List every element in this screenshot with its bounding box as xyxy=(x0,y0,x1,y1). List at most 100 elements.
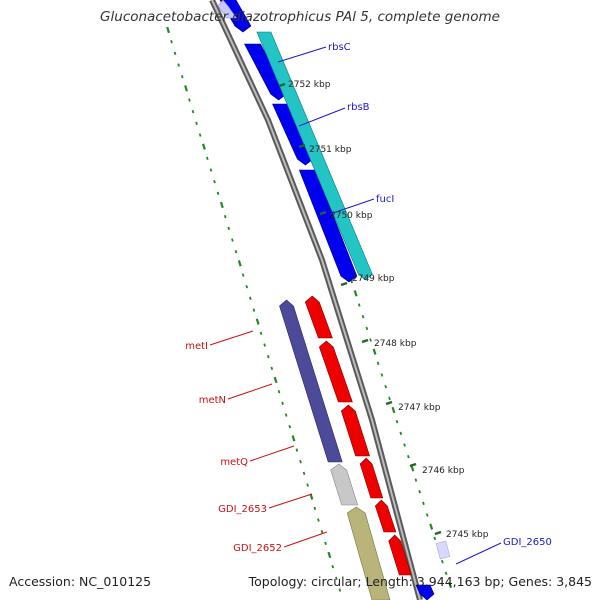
gc-dot xyxy=(281,401,284,406)
ruler-tick-label: 2752 kbp xyxy=(288,80,331,90)
gc-dot xyxy=(327,551,332,559)
gc-dot xyxy=(266,354,270,359)
ruler-tick-label: 2750 kbp xyxy=(330,211,373,221)
gc-dot xyxy=(295,448,299,452)
gc-dot xyxy=(418,489,422,494)
gc-dot xyxy=(309,493,314,500)
label-leader xyxy=(227,383,273,400)
gene-label-reverse: metQ xyxy=(220,457,248,468)
label-leader xyxy=(209,330,254,346)
ruler-tick xyxy=(361,338,369,344)
gc-dot xyxy=(288,424,292,429)
gc-dot xyxy=(391,406,396,414)
gc-dot xyxy=(422,501,425,506)
gc-dot xyxy=(441,559,444,564)
ruler-tick-label: 2747 kbp xyxy=(398,403,441,413)
genome-summary-text: Topology: circular; Length: 3,944,163 bp… xyxy=(248,574,592,589)
ruler-tick xyxy=(385,400,393,406)
ruler: 2752 kbp 2751 kbp 2750 kbp 2749 kbp 2748 kbp… xyxy=(278,80,489,540)
track-purple xyxy=(279,299,343,463)
gc-dot xyxy=(259,331,263,336)
gene-reverse-metN xyxy=(318,340,353,403)
gene-reverse-GDI_2652 xyxy=(374,499,397,533)
gene-forward-pale-bottom xyxy=(435,540,451,560)
gene-label-forward: rbsC xyxy=(328,42,351,53)
gc-dot xyxy=(277,389,281,394)
gc-dot xyxy=(372,348,377,355)
ruler-tick-label: 2749 kbp xyxy=(352,274,395,284)
gene-forward-rbsB xyxy=(272,103,314,166)
gc-dot xyxy=(399,431,403,436)
gc-dot xyxy=(206,156,209,161)
gc-dot xyxy=(249,296,252,301)
gc-dot xyxy=(198,133,202,137)
ruler-tick xyxy=(434,530,442,536)
ruler-tick xyxy=(409,462,417,468)
gc-dot xyxy=(335,576,338,581)
gene-forward-rbsC xyxy=(244,43,288,101)
gc-dot xyxy=(166,26,171,34)
track-khaki xyxy=(346,506,391,600)
gc-dot xyxy=(263,343,266,347)
gc-dot xyxy=(255,318,260,325)
gene-forward-GDI_2650 xyxy=(415,584,435,600)
gc-dot xyxy=(180,74,184,79)
accession-text: Accession: NC_010125 xyxy=(9,574,152,589)
gc-dot xyxy=(270,366,274,371)
gc-dot xyxy=(369,338,372,342)
track-grey xyxy=(330,463,359,506)
gene-label-forward: GDI_2650 xyxy=(503,537,552,548)
gc-dot xyxy=(414,478,418,482)
gc-dot xyxy=(188,98,191,102)
gc-dot xyxy=(317,518,320,522)
ruler-tick-label: 2746 kbp xyxy=(422,466,465,476)
gc-dot xyxy=(177,63,180,67)
gene-forward-pale xyxy=(217,0,237,19)
ruler-tick xyxy=(319,210,327,216)
gc-dot xyxy=(216,191,220,196)
gc-dot xyxy=(444,571,448,576)
gc-dot xyxy=(407,454,410,459)
label-leader xyxy=(298,107,346,127)
gc-dot xyxy=(388,396,391,401)
label-leader xyxy=(249,445,295,462)
gene-label-reverse: GDI_2653 xyxy=(218,504,267,515)
gc-dot xyxy=(425,513,429,517)
gc-dot xyxy=(331,564,335,569)
gene-reverse-GDI_2653 xyxy=(359,457,384,499)
gc-dot xyxy=(252,308,256,312)
gc-dot xyxy=(357,303,361,307)
gc-dot xyxy=(429,523,434,530)
ruler-tick xyxy=(298,143,306,149)
gc-dot xyxy=(433,536,437,541)
ruler-tick-label: 2751 kbp xyxy=(309,145,352,155)
gc-dot xyxy=(376,361,380,366)
gene-reverse-last xyxy=(388,534,412,576)
gc-dot xyxy=(299,459,302,464)
gc-dot xyxy=(353,290,358,297)
gene-tracks xyxy=(217,0,451,600)
gene-reverse-metQ xyxy=(340,404,371,457)
gc-dot xyxy=(338,588,342,592)
gc-dot xyxy=(320,529,324,534)
gc-dot xyxy=(237,260,242,267)
ruler-tick-label: 2745 kbp xyxy=(446,530,489,540)
gc-dot xyxy=(302,471,306,476)
gc-dot xyxy=(284,413,288,417)
gc-dot xyxy=(291,435,296,442)
label-leader xyxy=(277,46,327,63)
gene-label-forward: fucI xyxy=(376,194,394,205)
ruler-tick xyxy=(340,281,348,287)
gene-forward-fucI xyxy=(298,169,358,283)
label-leader xyxy=(455,542,502,565)
gc-dot xyxy=(241,273,245,277)
gene-labels: rbsC rbsB fucI GDI_2650 metI metN metQ GDI_2653… xyxy=(185,42,552,565)
gc-dot xyxy=(361,314,365,319)
gc-dot xyxy=(227,226,231,231)
gc-dot xyxy=(273,376,278,384)
gc-dot xyxy=(245,284,249,289)
gc-dot xyxy=(395,419,399,424)
gene-label-reverse: GDI_2652 xyxy=(233,543,282,554)
backbone xyxy=(209,0,423,600)
